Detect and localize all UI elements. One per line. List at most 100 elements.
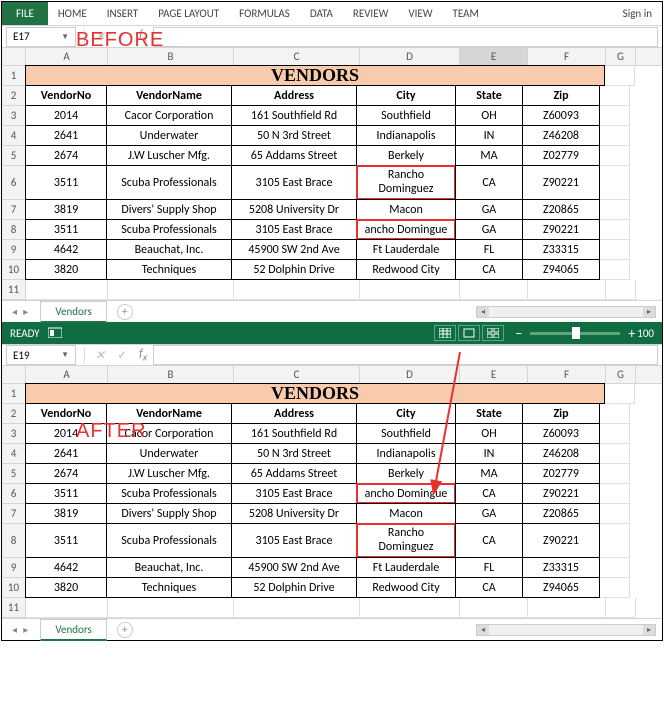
col-header-G[interactable]: G (606, 48, 636, 65)
cell[interactable]: Scuba Professionals (106, 523, 232, 558)
cell[interactable]: Ft Lauderdale (356, 239, 456, 260)
cell[interactable] (606, 598, 636, 618)
cell[interactable]: MA (455, 145, 523, 166)
cell[interactable]: 2641 (25, 125, 107, 146)
col-header-F[interactable]: F (528, 48, 606, 65)
cell[interactable]: Beauchat, Inc. (106, 239, 232, 260)
cell[interactable]: Techniques (106, 577, 232, 598)
cell[interactable]: IN (455, 443, 523, 464)
cell[interactable]: 3820 (25, 577, 107, 598)
cell[interactable]: 3511 (25, 165, 107, 200)
cell[interactable]: 3105 East Brace (231, 165, 357, 200)
cell[interactable] (460, 598, 528, 618)
macro-icon[interactable] (48, 326, 62, 341)
cell[interactable]: MA (455, 463, 523, 484)
cell[interactable]: Divers' Supply Shop (106, 199, 232, 220)
cell[interactable]: 4642 (25, 239, 107, 260)
tab-insert[interactable]: INSERT (97, 2, 149, 25)
header-state[interactable]: State (455, 85, 523, 106)
cell[interactable]: 50 N 3rd Street (231, 443, 357, 464)
zoom-in-icon[interactable]: + (628, 325, 635, 342)
sheet-nav[interactable]: ◂ ▸ (12, 305, 30, 318)
cell[interactable]: ancho Domingue (356, 483, 456, 504)
col-header-A[interactable]: A (26, 366, 108, 383)
cell[interactable]: Southfield (356, 105, 456, 126)
cell[interactable]: 3511 (25, 219, 107, 240)
cell[interactable]: Berkely (356, 145, 456, 166)
hscroll[interactable]: ◂▸ (476, 624, 656, 636)
cell[interactable]: Rancho Dominguez (356, 165, 456, 200)
accept-icon[interactable]: ✓ (117, 348, 127, 363)
cell[interactable] (360, 280, 460, 300)
cell[interactable]: Z90221 (522, 483, 600, 504)
cell[interactable]: 3820 (25, 259, 107, 280)
name-box-after[interactable]: E19 ▼ (6, 345, 76, 365)
sheet-nav[interactable]: ◂ ▸ (12, 623, 30, 636)
cell[interactable]: Beauchat, Inc. (106, 557, 232, 578)
cell[interactable]: Redwood City (356, 577, 456, 598)
cell[interactable]: J.W Luscher Mfg. (106, 463, 232, 484)
cell[interactable]: Macon (356, 503, 456, 524)
cell[interactable]: 65 Addams Street (231, 145, 357, 166)
cell[interactable]: Underwater (106, 125, 232, 146)
cell[interactable]: FL (455, 239, 523, 260)
cell[interactable]: Z94065 (522, 259, 600, 280)
cell[interactable]: GA (455, 503, 523, 524)
header-address[interactable]: Address (231, 403, 357, 424)
tab-data[interactable]: DATA (300, 2, 343, 25)
cell[interactable]: IN (455, 125, 523, 146)
cell[interactable]: 52 Dolphin Drive (231, 577, 357, 598)
hscroll[interactable]: ◂▸ (476, 306, 656, 318)
cell[interactable]: Divers' Supply Shop (106, 503, 232, 524)
view-layout-icon[interactable] (458, 325, 480, 341)
cell[interactable]: Z02779 (522, 463, 600, 484)
col-header-G[interactable]: G (606, 366, 636, 383)
cell[interactable]: Z20865 (522, 503, 600, 524)
header-city[interactable]: City (356, 403, 456, 424)
cell[interactable]: 2674 (25, 145, 107, 166)
col-header-C[interactable]: C (234, 48, 360, 65)
cell[interactable] (108, 598, 234, 618)
title-cell[interactable]: VENDORS (25, 383, 605, 404)
cell[interactable]: 3105 East Brace (231, 523, 357, 558)
cell[interactable]: Z60093 (522, 423, 600, 444)
view-normal-icon[interactable] (434, 325, 456, 341)
cell[interactable]: Indianapolis (356, 443, 456, 464)
cell[interactable]: Macon (356, 199, 456, 220)
cell[interactable]: Southfield (356, 423, 456, 444)
cell[interactable] (234, 280, 360, 300)
cell[interactable]: ancho Domingue (356, 219, 456, 240)
cell[interactable]: 3511 (25, 483, 107, 504)
cell[interactable]: CA (455, 165, 523, 200)
cell[interactable]: Underwater (106, 443, 232, 464)
cell[interactable]: Scuba Professionals (106, 483, 232, 504)
cell[interactable]: Z20865 (522, 199, 600, 220)
name-box-before[interactable]: E17 ▼ (6, 27, 76, 47)
add-sheet-button[interactable]: + (117, 622, 133, 638)
cell[interactable]: GA (455, 219, 523, 240)
col-header-D[interactable]: D (360, 48, 460, 65)
col-header-B[interactable]: B (108, 366, 234, 383)
cell[interactable]: 52 Dolphin Drive (231, 259, 357, 280)
cell[interactable]: 3819 (25, 199, 107, 220)
cell[interactable]: Z46208 (522, 125, 600, 146)
cell[interactable]: Z33315 (522, 557, 600, 578)
cell[interactable]: CA (455, 259, 523, 280)
cell[interactable] (234, 598, 360, 618)
header-address[interactable]: Address (231, 85, 357, 106)
cell[interactable]: 5208 University Dr (231, 199, 357, 220)
cell[interactable]: Scuba Professionals (106, 165, 232, 200)
signin-link[interactable]: Sign in (613, 2, 662, 25)
header-city[interactable]: City (356, 85, 456, 106)
header-vendorno[interactable]: VendorNo (25, 85, 107, 106)
cell[interactable] (606, 280, 636, 300)
title-cell[interactable]: VENDORS (25, 65, 605, 86)
cell[interactable]: Scuba Professionals (106, 219, 232, 240)
add-sheet-button[interactable]: + (117, 304, 133, 320)
cell[interactable] (460, 280, 528, 300)
tab-formulas[interactable]: FORMULAS (229, 2, 300, 25)
cell[interactable]: Z90221 (522, 219, 600, 240)
cell[interactable]: Ft Lauderdale (356, 557, 456, 578)
tab-home[interactable]: HOME (48, 2, 97, 25)
cell[interactable]: 5208 University Dr (231, 503, 357, 524)
